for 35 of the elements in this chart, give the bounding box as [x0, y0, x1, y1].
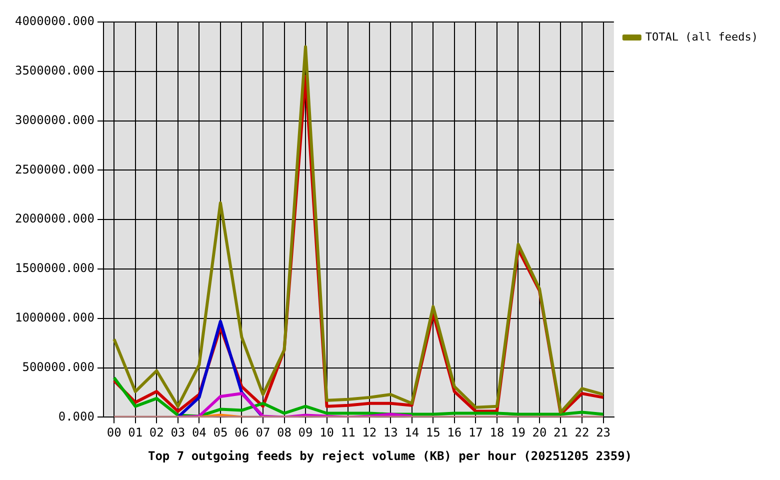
x-tick-label: 07: [256, 426, 270, 440]
x-tick-label: 10: [320, 426, 334, 440]
x-tick-label: 17: [468, 426, 483, 440]
x-tick-label: 05: [213, 426, 228, 440]
x-tick-label: 08: [277, 426, 292, 440]
x-tick-label: 20: [532, 426, 547, 440]
x-tick-label: 22: [574, 426, 590, 440]
text: Top 7 outgoing feeds by reject volume (KB) per hour (20251205 2359): [148, 448, 632, 463]
y-tick-label: 500000.000: [22, 360, 94, 374]
x-tick-label: 19: [510, 426, 526, 440]
y-tick-label: 3000000.000: [14, 112, 94, 127]
y-tick-label: 1000000.000: [14, 310, 94, 325]
y-tick-label: 1500000.000: [14, 261, 94, 276]
x-tick-label: 03: [170, 426, 186, 440]
y-tick-label: 2500000.000: [14, 162, 94, 176]
x-tick-label: 04: [192, 426, 206, 440]
y-tick-label: 0.000: [58, 409, 94, 424]
y-tick-label: 2000000.000: [14, 212, 94, 226]
x-tick-label: 13: [383, 426, 398, 440]
x-tick-label: 23: [596, 426, 611, 440]
y-tick-label: 4000000.000: [14, 14, 94, 28]
y-tick-label: 3500000.000: [14, 64, 94, 78]
x-tick-label: 15: [426, 426, 440, 440]
x-tick-label: 16: [447, 426, 462, 440]
x-tick-label: 14: [404, 426, 420, 440]
x-tick-label: 21: [554, 426, 568, 440]
legend-label: TOTAL (all feeds): [645, 30, 758, 44]
x-tick-label: 09: [298, 426, 313, 440]
x-tick-label: 12: [362, 426, 377, 440]
x-tick-label: 02: [149, 426, 164, 440]
x-tick-label: 01: [128, 426, 143, 440]
x-tick-label: 06: [234, 426, 249, 440]
x-tick-label: 11: [340, 426, 356, 440]
x-tick-label: 18: [490, 426, 504, 440]
x-tick-label: 00: [106, 426, 122, 440]
